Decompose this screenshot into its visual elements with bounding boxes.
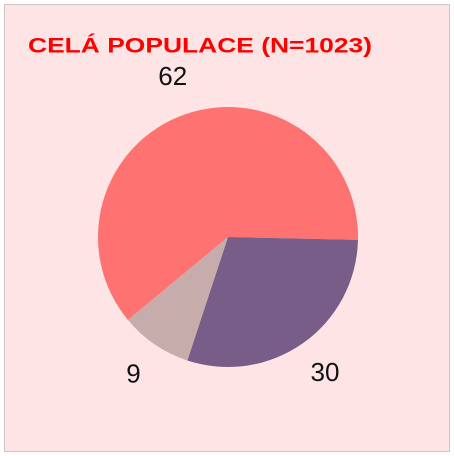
slice-label: 30	[310, 357, 339, 387]
chart-title: CELÁ POPULACE (N=1023)	[28, 35, 372, 58]
pie-slice	[127, 237, 228, 361]
pie-slice	[97, 107, 359, 321]
slice-label: 62	[158, 61, 187, 91]
pie-slice	[187, 237, 358, 368]
slice-label: 9	[126, 359, 140, 389]
